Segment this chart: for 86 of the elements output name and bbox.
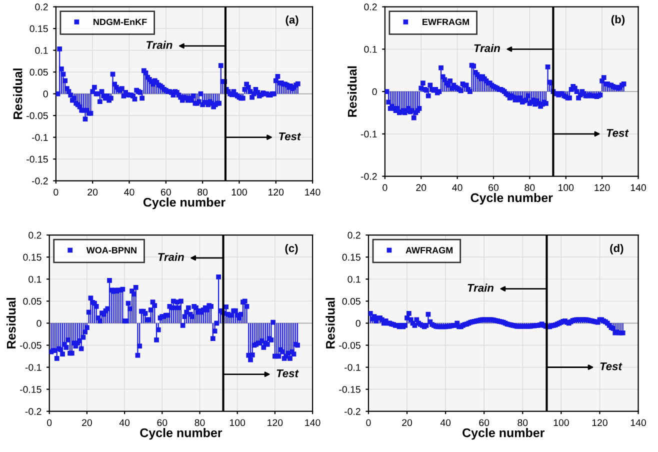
x-tick-label: 140 [630,419,646,426]
y-tick-label: 0 [43,90,48,98]
annotation: Train [158,252,184,261]
x-tick-label: 20 [402,419,412,426]
x-tick-label: 100 [554,419,569,426]
y-tick-label: 0.2 [364,4,377,10]
y-tick-label: 0.05 [342,298,360,305]
annotation: (a) [286,16,298,26]
x-tick-label: 40 [119,419,130,426]
annotation: (d) [610,244,624,254]
x-tick-label: 20 [88,188,98,196]
y-tick-label: 0.15 [23,254,42,261]
x-axis-title: Cycle number [470,192,553,205]
x-tick-label: 100 [230,419,246,426]
x-tick-label: 120 [268,419,283,426]
y-tick-label: -0.2 [360,173,377,180]
y-tick-label: 0 [36,320,42,327]
y-tick-label: -0.2 [25,408,42,415]
legend-label: AWFRAGM [406,247,453,254]
y-tick-label: 0 [356,320,360,327]
annotation: Train [474,44,500,52]
y-tick-label: 0 [372,88,377,96]
legend-label: NDGM-EnKF [94,18,147,26]
y-tick-label: 0.1 [364,46,377,53]
y-tick-label: -0.05 [26,112,48,120]
y-tick-label: 0.1 [348,276,360,283]
annotation: Test [279,132,302,140]
annotation: (c) [285,244,298,254]
y-tick-label: 0.2 [28,232,42,239]
annotation: (b) [611,15,625,26]
x-tick-label: 100 [232,188,247,196]
y-tick-label: 0.05 [23,298,42,305]
y-axis-title: Residual [6,298,16,348]
y-tick-label: -0.05 [20,342,42,349]
y-tick-label: -0.2 [344,408,360,415]
x-tick-label: 120 [592,419,608,426]
x-axis-title: Cycle number [140,428,222,440]
x-tick-label: 0 [54,188,58,196]
x-tick-label: 0 [382,184,388,192]
x-tick-label: 120 [268,188,284,196]
y-axis-title: Residual [326,298,335,348]
x-tick-label: 40 [452,184,462,192]
x-tick-label: 40 [440,419,451,426]
y-tick-label: -0.1 [360,130,377,138]
x-tick-label: 40 [124,188,134,196]
x-tick-label: 140 [630,184,646,192]
x-axis-title: Cycle number [462,428,545,440]
x-axis-title: Cycle number [143,198,226,210]
y-tick-label: -0.15 [20,386,42,393]
annotation: Train [146,40,172,49]
y-tick-label: -0.2 [32,178,48,184]
y-tick-label: 0.1 [28,276,42,283]
x-tick-label: 80 [518,419,528,426]
y-tick-label: 0.2 [348,232,360,239]
y-axis-title: Residual [348,66,357,117]
y-tick-label: -0.1 [344,364,360,371]
y-tick-label: -0.1 [25,364,42,371]
x-tick-label: 60 [157,419,168,426]
y-tick-label: -0.15 [339,386,360,393]
x-tick-label: 100 [558,184,574,192]
legend-label: EWFRAGM [422,18,469,26]
legend-label: WOA-BPNN [86,247,136,254]
x-tick-label: 80 [194,419,205,426]
x-tick-label: 120 [594,184,610,192]
x-tick-label: 60 [488,184,499,192]
x-tick-label: 80 [198,188,208,196]
x-tick-label: 140 [305,188,320,196]
y-axis-title: Residual [13,68,22,119]
annotation: Test [606,129,629,137]
annotation: Test [600,362,622,370]
annotation: Test [276,370,299,378]
y-tick-label: 0.15 [342,254,360,261]
x-tick-label: 80 [524,184,535,192]
x-tick-label: 60 [160,188,171,196]
y-tick-label: 0.05 [30,68,48,76]
x-tick-label: 20 [82,419,92,426]
x-tick-label: 140 [305,419,320,426]
y-tick-label: -0.1 [32,134,48,141]
x-tick-label: 60 [479,419,490,426]
annotation: Train [468,284,494,292]
x-tick-label: 20 [416,184,426,192]
y-tick-label: 0.1 [35,47,48,54]
y-tick-label: 0.15 [30,25,48,32]
y-tick-label: 0.2 [35,4,48,10]
y-tick-label: -0.05 [339,342,360,349]
y-tick-label: -0.15 [26,156,48,163]
